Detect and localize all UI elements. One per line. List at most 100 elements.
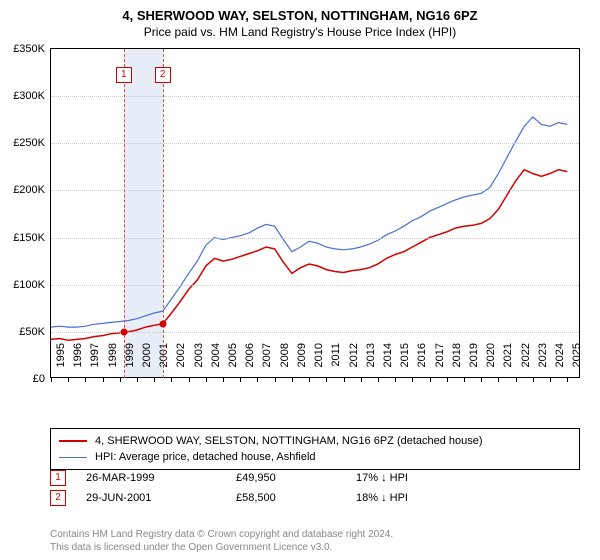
x-tick: [464, 378, 465, 382]
x-tick: [154, 378, 155, 382]
x-axis-label: 2010: [313, 343, 325, 383]
footer-line-1: Contains HM Land Registry data © Crown c…: [50, 528, 393, 541]
x-tick: [533, 378, 534, 382]
legend-item: HPI: Average price, detached house, Ashf…: [59, 449, 571, 465]
x-tick: [275, 378, 276, 382]
series-hpi: [51, 117, 567, 327]
x-tick: [447, 378, 448, 382]
x-axis-label: 2002: [175, 343, 187, 383]
x-axis-label: 1996: [72, 343, 84, 383]
x-axis-label: 2015: [399, 343, 411, 383]
x-tick: [103, 378, 104, 382]
legend-swatch: [59, 457, 87, 458]
y-axis-label: £250K: [13, 137, 45, 149]
transactions-table: 1 26-MAR-1999£49,95017% ↓ HPI 229-JUN-2001…: [50, 468, 580, 508]
gridline: [51, 96, 579, 97]
gridline: [51, 143, 579, 144]
x-tick: [292, 378, 293, 382]
y-axis-label: £0: [33, 373, 45, 385]
page-title: 4, SHERWOOD WAY, SELSTON, NOTTINGHAM, NG…: [0, 0, 600, 23]
x-tick: [189, 378, 190, 382]
x-axis-label: 2011: [330, 343, 342, 383]
x-axis-label: 2001: [158, 343, 170, 383]
x-axis-label: 2000: [141, 343, 153, 383]
x-tick: [240, 378, 241, 382]
transaction-marker-box: 1: [116, 67, 132, 83]
legend-label: 4, SHERWOOD WAY, SELSTON, NOTTINGHAM, NG…: [95, 435, 483, 447]
transaction-dot: [159, 320, 166, 327]
x-axis-label: 2019: [468, 343, 480, 383]
x-tick: [361, 378, 362, 382]
transaction-row: 229-JUN-2001£58,50018% ↓ HPI: [50, 488, 580, 508]
chart-area: £0£50K£100K£150K£200K£250K£300K£350K1995…: [50, 48, 580, 378]
x-tick: [68, 378, 69, 382]
gridline: [51, 190, 579, 191]
transaction-marker-box: 2: [155, 67, 171, 83]
transaction-delta: 18% ↓ HPI: [356, 492, 476, 504]
x-axis-label: 2004: [210, 343, 222, 383]
x-axis-label: 2013: [365, 343, 377, 383]
x-axis-label: 2014: [382, 343, 394, 383]
x-axis-label: 2024: [554, 343, 566, 383]
x-axis-label: 2025: [571, 343, 583, 383]
transaction-price: £58,500: [236, 492, 356, 504]
y-axis-label: £200K: [13, 184, 45, 196]
legend-item: 4, SHERWOOD WAY, SELSTON, NOTTINGHAM, NG…: [59, 433, 571, 449]
transaction-vline: [163, 49, 164, 378]
line-layer: [51, 49, 581, 379]
transaction-price: £49,950: [236, 472, 356, 484]
x-axis-label: 2023: [537, 343, 549, 383]
transaction-row: 1 26-MAR-1999£49,95017% ↓ HPI: [50, 468, 580, 488]
y-axis-label: £100K: [13, 279, 45, 291]
x-tick: [550, 378, 551, 382]
x-tick: [378, 378, 379, 382]
x-tick: [326, 378, 327, 382]
x-axis-label: 2003: [193, 343, 205, 383]
x-axis-label: 2022: [520, 343, 532, 383]
transaction-number-box: 1: [50, 470, 66, 486]
x-tick: [516, 378, 517, 382]
x-axis-label: 1995: [55, 343, 67, 383]
x-tick: [257, 378, 258, 382]
y-axis-label: £350K: [13, 43, 45, 55]
y-axis-label: £150K: [13, 232, 45, 244]
x-tick: [223, 378, 224, 382]
x-tick: [498, 378, 499, 382]
transaction-date: 29-JUN-2001: [86, 492, 236, 504]
footer-line-2: This data is licensed under the Open Gov…: [50, 541, 393, 554]
x-tick: [481, 378, 482, 382]
gridline: [51, 332, 579, 333]
x-axis-label: 2016: [416, 343, 428, 383]
x-axis-label: 1999: [124, 343, 136, 383]
gridline: [51, 238, 579, 239]
x-axis-label: 1997: [89, 343, 101, 383]
x-tick: [567, 378, 568, 382]
x-axis-label: 1998: [107, 343, 119, 383]
x-axis-label: 2008: [279, 343, 291, 383]
gridline: [51, 285, 579, 286]
x-axis-label: 2007: [261, 343, 273, 383]
x-axis-label: 2021: [502, 343, 514, 383]
page-subtitle: Price paid vs. HM Land Registry's House …: [0, 23, 600, 39]
x-tick: [85, 378, 86, 382]
x-tick: [309, 378, 310, 382]
x-tick: [206, 378, 207, 382]
x-axis-label: 2012: [348, 343, 360, 383]
x-tick: [51, 378, 52, 382]
transaction-delta: 17% ↓ HPI: [356, 472, 476, 484]
legend-swatch: [59, 440, 87, 442]
transaction-date: 26-MAR-1999: [86, 472, 236, 484]
x-tick: [171, 378, 172, 382]
x-axis-label: 2018: [451, 343, 463, 383]
series-price_paid: [51, 170, 567, 341]
x-tick: [137, 378, 138, 382]
x-axis-label: 2020: [485, 343, 497, 383]
x-axis-label: 2006: [244, 343, 256, 383]
x-tick: [412, 378, 413, 382]
x-tick: [120, 378, 121, 382]
footer-attribution: Contains HM Land Registry data © Crown c…: [50, 528, 393, 554]
y-axis-label: £50K: [19, 326, 45, 338]
x-axis-label: 2009: [296, 343, 308, 383]
y-axis-label: £300K: [13, 90, 45, 102]
x-axis-label: 2005: [227, 343, 239, 383]
